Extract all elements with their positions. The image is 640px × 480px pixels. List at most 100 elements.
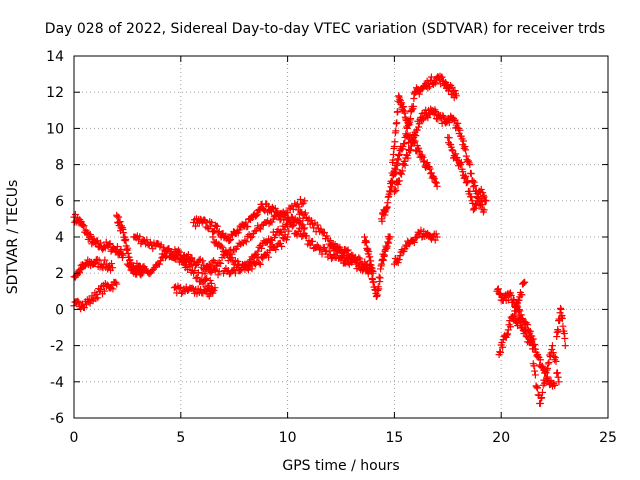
data-point — [143, 236, 151, 244]
data-point — [452, 150, 460, 158]
data-point — [457, 158, 465, 166]
data-point — [265, 202, 273, 210]
data-point — [193, 273, 201, 281]
y-tick-label: 8 — [55, 158, 64, 174]
data-point — [362, 238, 370, 246]
data-point — [313, 221, 321, 229]
data-point — [231, 269, 239, 277]
y-tick-label: 14 — [46, 49, 64, 65]
y-tick-label: 6 — [55, 194, 64, 210]
data-point — [252, 251, 260, 259]
data-point — [550, 380, 558, 388]
data-point — [329, 240, 337, 248]
series-sat-v — [495, 278, 529, 359]
data-point — [551, 353, 559, 361]
data-point — [317, 225, 325, 233]
data-point — [108, 264, 116, 272]
data-point — [368, 267, 376, 275]
data-point — [426, 165, 434, 173]
data-point — [118, 250, 126, 258]
data-point — [480, 206, 488, 214]
data-point — [396, 252, 404, 260]
data-point — [407, 115, 415, 123]
data-point — [395, 152, 403, 160]
data-point — [255, 259, 263, 267]
data-point — [212, 266, 220, 274]
data-point — [106, 239, 114, 247]
data-point — [558, 315, 566, 323]
data-point — [199, 280, 207, 288]
data-point — [482, 197, 490, 205]
data-point — [378, 217, 386, 225]
data-point — [280, 226, 288, 234]
data-point — [528, 336, 536, 344]
data-point — [433, 182, 441, 190]
data-point — [527, 338, 535, 346]
data-point — [409, 102, 417, 110]
data-point — [401, 161, 409, 169]
series-sat-a — [70, 210, 127, 262]
data-point — [271, 204, 279, 212]
data-point — [430, 175, 438, 183]
data-point — [97, 239, 105, 247]
data-point — [427, 169, 435, 177]
data-point — [415, 123, 423, 131]
chart-title: Day 028 of 2022, Sidereal Day-to-day VTE… — [45, 21, 605, 37]
data-point — [166, 247, 174, 255]
data-point — [540, 376, 548, 384]
data-point — [413, 126, 421, 134]
series-sat-c — [70, 278, 121, 313]
data-point — [252, 212, 260, 220]
data-point — [320, 244, 328, 252]
data-point — [234, 261, 242, 269]
data-point — [415, 120, 423, 128]
data-point — [479, 201, 487, 209]
data-point — [462, 146, 470, 154]
data-point — [320, 229, 328, 237]
data-point — [461, 143, 469, 150]
series-sat-r — [390, 105, 488, 216]
data-point — [206, 276, 214, 284]
data-point — [479, 191, 487, 199]
data-point — [272, 246, 280, 254]
data-point — [469, 183, 477, 191]
data-point — [268, 218, 276, 226]
data-point — [445, 134, 453, 142]
data-point — [541, 379, 549, 387]
data-point — [395, 177, 403, 185]
data-point — [115, 213, 123, 221]
data-point — [226, 236, 234, 244]
data-point — [531, 341, 539, 349]
data-point — [548, 345, 556, 353]
data-point — [75, 298, 83, 306]
data-point — [470, 178, 478, 186]
data-point — [530, 362, 538, 370]
data-point — [163, 252, 171, 260]
data-point — [545, 359, 553, 367]
data-point — [269, 215, 277, 223]
data-point — [215, 259, 223, 267]
data-point — [343, 247, 351, 255]
data-point — [519, 280, 527, 288]
data-point — [293, 231, 301, 239]
data-point — [376, 274, 384, 282]
data-point — [543, 365, 551, 373]
data-point — [407, 142, 415, 150]
data-point — [515, 296, 523, 304]
data-point — [394, 108, 402, 116]
data-point — [256, 260, 264, 268]
data-point — [257, 225, 265, 233]
y-tick-label: -4 — [50, 375, 64, 391]
data-point — [439, 112, 447, 120]
data-point — [176, 283, 184, 291]
data-point — [393, 161, 401, 169]
data-point — [462, 172, 470, 180]
data-point — [415, 147, 423, 155]
data-point — [215, 267, 223, 275]
data-point — [494, 285, 502, 293]
data-point — [217, 259, 225, 267]
data-point — [79, 220, 87, 228]
data-point — [301, 197, 309, 205]
data-point — [554, 373, 562, 381]
data-point — [254, 247, 262, 255]
